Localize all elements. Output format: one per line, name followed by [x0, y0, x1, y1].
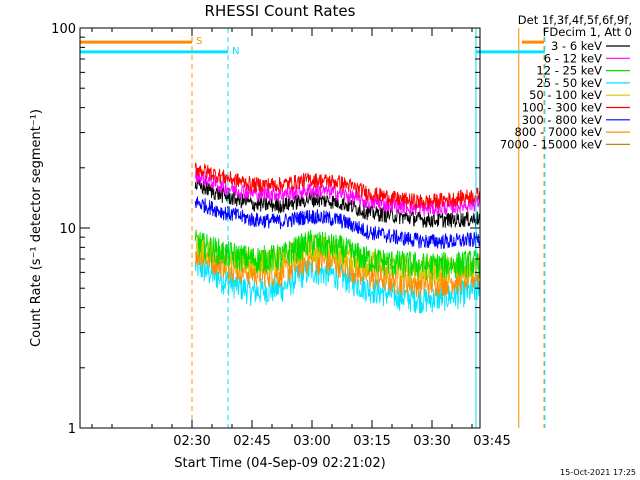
x-tick-label: 03:00: [293, 434, 330, 449]
legend-entry-label: 25 - 50 keV: [536, 76, 602, 90]
y-axis-label: Count Rate (s⁻¹ detector segment⁻¹): [29, 109, 44, 347]
legend-entry-label: 50 - 100 keV: [529, 88, 602, 102]
interval-bar-label: S: [196, 36, 202, 47]
series-line: [194, 168, 480, 217]
y-tick-label: 1: [68, 422, 76, 437]
y-tick-label: 100: [51, 22, 76, 37]
plot-area: SN: [79, 27, 546, 429]
legend: Det 1f,3f,4f,5f,6f,9f,FDecim 1, Att 03 -…: [500, 13, 632, 151]
x-axis-label: Start Time (04-Sep-09 02:21:02): [174, 456, 385, 471]
generation-timestamp: 15-Oct-2021 17:25: [560, 468, 636, 477]
legend-header: FDecim 1, Att 0: [543, 25, 632, 39]
legend-entry-label: 100 - 300 keV: [522, 101, 602, 115]
series-layer: [194, 162, 480, 314]
y-tick-label: 10: [59, 222, 76, 237]
interval-bar-label: N: [232, 46, 239, 57]
legend-entry-label: 800 - 7000 keV: [514, 125, 602, 139]
series-line: [194, 178, 480, 228]
series-line: [194, 229, 480, 281]
x-axis: 02:30 02:45 03:00 03:15 03:30 03:45: [91, 28, 511, 449]
chart-title: RHESSI Count Rates: [205, 2, 356, 20]
series-line: [194, 162, 480, 210]
x-tick-label: 03:15: [353, 434, 390, 449]
legend-entry-label: 12 - 25 keV: [536, 64, 602, 78]
marker-layer: SN: [79, 28, 546, 428]
y-axis: 1 10 100: [51, 22, 480, 437]
x-tick-label: 03:30: [413, 434, 450, 449]
x-tick-label: 03:45: [473, 434, 510, 449]
legend-entry-label: 3 - 6 keV: [551, 39, 602, 53]
legend-entry-label: 7000 - 15000 keV: [500, 137, 602, 151]
series-line: [194, 196, 480, 250]
x-tick-label: 02:30: [173, 434, 210, 449]
x-tick-label: 02:45: [233, 434, 270, 449]
legend-entry-label: 300 - 800 keV: [522, 113, 602, 127]
legend-entry-label: 6 - 12 keV: [544, 51, 602, 65]
legend-header: Det 1f,3f,4f,5f,6f,9f,: [518, 13, 632, 27]
